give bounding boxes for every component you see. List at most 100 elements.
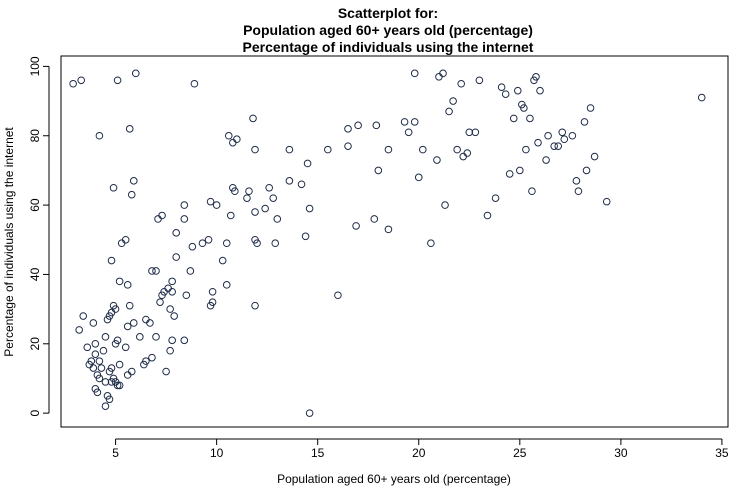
y-tick-label: 40 xyxy=(28,267,42,281)
data-point xyxy=(449,97,457,105)
chart-title-line-3: Percentage of individuals using the inte… xyxy=(243,39,534,55)
data-point xyxy=(99,346,108,355)
data-point xyxy=(224,131,233,140)
plot-area-frame xyxy=(60,55,729,428)
y-tick-label: 80 xyxy=(28,129,42,143)
data-point xyxy=(245,187,253,196)
data-point xyxy=(465,128,474,137)
data-point xyxy=(404,128,413,137)
x-tick-label: 25 xyxy=(513,446,527,460)
data-point xyxy=(182,291,191,300)
data-point xyxy=(580,118,589,126)
data-point xyxy=(251,301,259,310)
data-point xyxy=(526,114,534,123)
data-point xyxy=(206,301,215,310)
data-point xyxy=(410,118,419,126)
data-point xyxy=(475,76,484,85)
data-point xyxy=(79,312,88,320)
y-tick-label: 60 xyxy=(28,198,42,212)
y-tick-label: 0 xyxy=(28,409,42,416)
data-point xyxy=(146,319,154,327)
data-point xyxy=(127,367,136,376)
data-point xyxy=(75,326,83,334)
data-point xyxy=(166,305,174,313)
data-point xyxy=(516,166,524,175)
data-point xyxy=(101,333,110,341)
y-tick-label: 100 xyxy=(28,56,42,76)
data-point xyxy=(162,367,170,376)
data-point xyxy=(95,374,104,383)
data-point xyxy=(265,183,273,192)
data-point xyxy=(97,364,106,372)
data-point xyxy=(136,333,144,341)
data-point xyxy=(370,215,379,223)
data-point xyxy=(233,135,241,144)
data-point xyxy=(186,267,195,275)
x-tick-label: 35 xyxy=(715,446,729,460)
data-point xyxy=(222,239,231,248)
data-point xyxy=(483,211,492,220)
data-point xyxy=(123,322,132,331)
data-point xyxy=(222,281,231,289)
data-point xyxy=(123,281,132,289)
data-point xyxy=(544,131,552,140)
data-point xyxy=(152,333,160,341)
data-point xyxy=(125,301,134,310)
data-point xyxy=(536,86,544,95)
data-point xyxy=(582,166,591,175)
data-point xyxy=(491,194,500,202)
data-point xyxy=(91,350,100,358)
data-point xyxy=(208,287,217,296)
data-point xyxy=(83,343,92,352)
data-point xyxy=(251,208,259,216)
data-point xyxy=(457,79,466,88)
data-point xyxy=(109,301,118,310)
data-point xyxy=(107,256,116,265)
chart-title-line-1: Scatterplot for: xyxy=(338,5,438,21)
data-point xyxy=(509,114,518,123)
data-point xyxy=(445,107,453,116)
data-point xyxy=(285,145,294,154)
data-point xyxy=(168,287,176,296)
chart-title-line-2: Population aged 60+ years old (percentag… xyxy=(243,22,533,38)
data-point xyxy=(384,145,393,154)
data-point xyxy=(271,239,280,248)
data-point xyxy=(261,204,269,213)
data-point xyxy=(188,242,197,251)
x-axis: 5 10 15 20 25 30 35 xyxy=(112,438,729,460)
data-point xyxy=(158,211,166,220)
data-point xyxy=(441,201,449,209)
data-point xyxy=(101,378,110,386)
data-point xyxy=(253,239,261,248)
data-point xyxy=(568,131,577,140)
data-point xyxy=(550,142,558,150)
data-point xyxy=(140,360,148,369)
data-point xyxy=(513,86,522,95)
data-point xyxy=(129,319,138,327)
data-point xyxy=(115,277,124,286)
data-point xyxy=(95,357,104,365)
data-point xyxy=(453,145,461,154)
x-tick-label: 20 xyxy=(412,446,426,460)
data-point xyxy=(352,222,360,230)
data-point xyxy=(574,187,583,196)
data-point xyxy=(427,239,435,248)
data-point xyxy=(69,79,77,88)
data-point xyxy=(172,229,181,237)
data-point xyxy=(129,177,138,185)
data-point xyxy=(172,253,181,261)
data-point xyxy=(463,149,472,157)
data-point xyxy=(198,239,207,248)
data-point xyxy=(586,104,595,112)
data-point xyxy=(95,131,104,140)
data-point xyxy=(410,69,419,78)
data-point xyxy=(558,128,567,137)
data-point xyxy=(107,364,116,372)
data-point xyxy=(166,346,174,355)
data-point xyxy=(218,256,227,265)
data-point xyxy=(269,194,278,202)
data-point xyxy=(180,215,189,223)
data-point xyxy=(528,187,536,196)
data-point xyxy=(113,76,122,85)
